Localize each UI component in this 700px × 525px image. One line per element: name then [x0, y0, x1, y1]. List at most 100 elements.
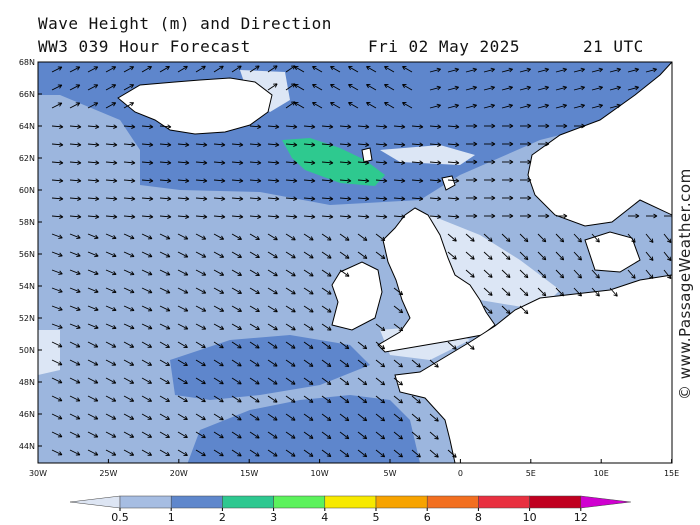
wave-arrow — [141, 124, 154, 129]
wave-arrow — [321, 233, 332, 241]
wave-arrow — [375, 214, 388, 219]
wave-arrow — [538, 123, 550, 129]
wave-arrow — [321, 160, 334, 165]
lat-tick-label: 54N — [19, 282, 35, 291]
wave-arrow — [213, 305, 225, 312]
wave-arrow — [267, 449, 278, 457]
wave-arrow — [87, 359, 99, 366]
wave-arrow — [393, 214, 406, 219]
scandinavia — [527, 62, 672, 227]
wave-arrow — [195, 323, 207, 330]
wave-arrow — [87, 305, 99, 312]
wave-arrow — [105, 196, 118, 201]
wave-arrow — [105, 305, 117, 312]
wave-arrow — [87, 251, 99, 258]
lat-tick-label: 58N — [19, 218, 35, 227]
wave-arrow — [339, 233, 350, 241]
wave-arrow — [213, 413, 224, 421]
wave-arrow — [123, 66, 134, 73]
wave-arrow — [555, 287, 565, 297]
wave-arrow — [465, 233, 475, 242]
wave-arrow — [123, 431, 135, 438]
forecast-time: 21 UTC — [583, 37, 644, 56]
band-low-west — [38, 330, 60, 375]
wave-arrow — [69, 449, 81, 456]
wave-arrow — [609, 67, 621, 73]
wave-arrow — [231, 269, 242, 276]
wave-arrow — [105, 413, 117, 420]
wave-arrow — [159, 178, 172, 183]
wave-arrow — [484, 141, 496, 147]
wave-arrow — [303, 196, 316, 201]
wave-arrow — [339, 251, 350, 259]
scale-swatch — [426, 495, 479, 509]
wave-arrow — [141, 305, 153, 312]
wave-arrow — [141, 214, 154, 219]
wave-arrow — [177, 305, 189, 312]
wave-arrow — [69, 269, 81, 275]
band-2-3-south-b — [185, 395, 420, 463]
wave-arrow — [429, 160, 442, 165]
wave-arrow — [393, 287, 404, 296]
wave-arrow — [393, 142, 406, 147]
wave-arrow — [213, 251, 225, 258]
wave-arrow — [123, 305, 135, 312]
wave-arrow — [339, 214, 352, 219]
wave-arrow — [357, 214, 370, 219]
wave-arrow — [627, 269, 636, 279]
scale-swatch — [375, 495, 428, 509]
wave-arrow — [466, 177, 478, 183]
wave-arrow — [285, 178, 298, 183]
wave-arrow — [267, 395, 278, 403]
lat-tick-label: 50N — [19, 346, 35, 355]
wave-arrow — [51, 66, 63, 73]
lon-tick-label: 30W — [29, 469, 47, 478]
wave-arrow — [213, 142, 226, 147]
wave-direction-arrows — [51, 65, 672, 458]
wave-arrow — [484, 195, 496, 201]
wave-arrow — [231, 65, 242, 73]
wave-arrow — [537, 287, 547, 297]
wave-arrow — [339, 377, 350, 386]
wave-arrow — [123, 341, 135, 348]
wave-arrow — [591, 85, 603, 91]
wave-arrow — [339, 449, 350, 458]
wave-arrow — [375, 449, 386, 458]
wave-arrow — [69, 124, 82, 129]
wave-arrow — [411, 160, 424, 165]
wave-arrow — [321, 341, 332, 349]
wave-arrow — [213, 431, 224, 439]
wave-arrow — [483, 287, 493, 296]
wave-arrow — [303, 287, 314, 295]
wave-arrow — [591, 233, 600, 243]
wave-arrow — [249, 395, 260, 403]
wave-arrow — [177, 269, 189, 276]
wave-arrow — [87, 287, 99, 294]
wave-arrow — [69, 431, 81, 438]
wave-arrow — [177, 160, 190, 165]
wave-arrow — [285, 233, 296, 241]
wave-arrow — [177, 178, 190, 183]
wave-arrow — [393, 305, 404, 314]
wave-arrow — [159, 233, 171, 240]
wave-arrow — [285, 323, 296, 331]
wave-arrow — [429, 103, 441, 109]
wave-arrow — [501, 251, 511, 260]
wave-arrow — [294, 102, 305, 109]
wave-arrow — [573, 251, 582, 261]
wave-arrow — [213, 341, 224, 349]
wave-arrow — [195, 377, 206, 385]
wave-arrow — [357, 359, 368, 368]
wave-arrow — [231, 196, 244, 201]
wave-arrow — [303, 323, 314, 331]
wave-arrow — [141, 196, 154, 201]
wave-arrow — [177, 287, 189, 294]
wave-arrow — [51, 287, 63, 293]
wave-arrow — [447, 85, 459, 91]
wave-arrow — [591, 287, 600, 297]
wave-arrow — [177, 251, 189, 258]
credit-text: © www.PassageWeather.com — [676, 168, 694, 400]
lat-tick-label: 68N — [19, 58, 35, 67]
scale-max-triangle — [580, 495, 631, 509]
wave-arrow — [141, 269, 153, 276]
